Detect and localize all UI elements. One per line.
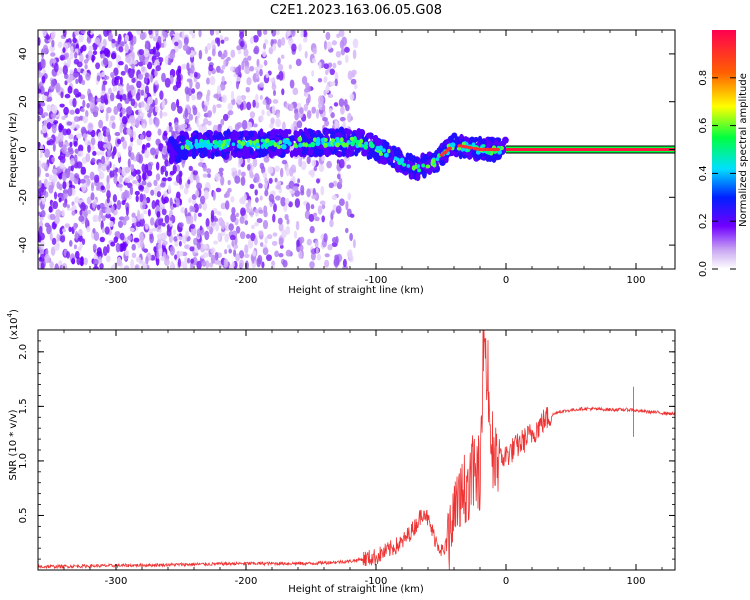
snr-xtick-label: 100: [626, 576, 645, 587]
colorbar-gradient: [712, 30, 736, 269]
colorbar-tick-label: 0.6: [698, 118, 709, 134]
snr-xtick-label: -100: [365, 576, 388, 587]
spectrogram-ytick-label: 0: [18, 146, 29, 152]
colorbar-label: Normalized spectral amplitude: [738, 73, 749, 227]
snr-multiplier-exp: 4: [6, 312, 14, 317]
spectrogram-heatmap: [38, 30, 675, 269]
spectrogram-xtick-label: 100: [626, 275, 645, 286]
snr-ytick-label: 1.0: [18, 453, 29, 469]
colorbar-tick-label: 0.4: [698, 165, 709, 181]
spectrogram-xtick-label: 0: [503, 275, 509, 286]
snr-xlabel: Height of straight line (km): [288, 584, 424, 595]
carrier-line: [506, 148, 675, 151]
snr-panel: -300 -200 -100 0 100 0.5 1.0 1.5 2.0 Height of s…: [6, 309, 676, 595]
spectrogram-ytick-label: 20: [18, 95, 29, 108]
spectrogram-xlabel: Height of straight line (km): [288, 285, 424, 296]
snr-ylabel: SNR (10 * v/v): [8, 409, 19, 480]
snr-multiplier-close: ): [9, 309, 20, 313]
colorbar: 0.0 0.2 0.4 0.6 0.8 Normalized spectral ampl…: [698, 30, 749, 277]
figure-title: C2E1.2023.163.06.05.G08: [270, 3, 442, 18]
spectrogram-ylabel: Frequency (Hz): [8, 112, 19, 188]
spectrogram-ytick-label: -40: [18, 237, 29, 253]
spectrogram-ytick-label: -20: [18, 189, 29, 205]
snr-xtick-label: -300: [105, 576, 128, 587]
colorbar-tick-label: 0.2: [698, 213, 709, 229]
spectrogram-xtick-label: -300: [105, 275, 128, 286]
snr-ytick-label: 0.5: [18, 508, 29, 524]
snr-frame: [37, 329, 676, 571]
spectrogram-ytick-label: 40: [18, 48, 29, 61]
colorbar-tick-label: 0.0: [698, 261, 709, 277]
spectrogram-xtick-label: -200: [235, 275, 258, 286]
snr-multiplier-base: (x10: [9, 317, 20, 340]
snr-ticks: -300 -200 -100 0 100 0.5 1.0 1.5 2.0: [18, 330, 675, 587]
svg-text:(x104): (x104): [6, 309, 20, 340]
snr-xtick-label: -200: [235, 576, 258, 587]
colorbar-tick-label: 0.8: [698, 70, 709, 86]
spectrogram-xtick-label: -100: [365, 275, 388, 286]
snr-xtick-label: 0: [503, 576, 509, 587]
colorbar-ticks: 0.0 0.2 0.4 0.6 0.8: [698, 70, 736, 277]
snr-series-line: [38, 330, 675, 570]
snr-ytick-label: 1.5: [18, 398, 29, 414]
snr-multiplier: (x104): [6, 309, 20, 340]
snr-ytick-label: 2.0: [18, 344, 29, 360]
